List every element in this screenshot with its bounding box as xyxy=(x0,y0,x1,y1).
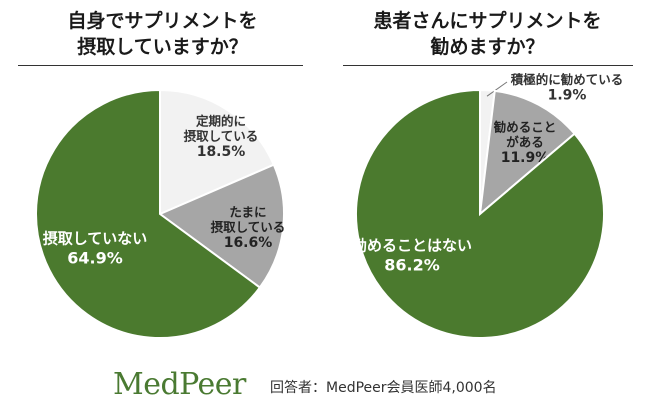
chart-title: 患者さんにサプリメントを 勧めますか？ xyxy=(325,8,650,60)
slice-category-label: 摂取している xyxy=(211,220,286,235)
chart-title-line: 摂取していますか？ xyxy=(77,36,248,58)
chart-title-line: 自身でサプリメントを xyxy=(67,10,258,32)
slice-category-label: 定期的に xyxy=(195,114,246,129)
medpeer-logo: MedPeer xyxy=(113,367,246,402)
slice-value-label: 1.9% xyxy=(548,88,587,104)
chart-title-line: 勧めますか？ xyxy=(430,36,545,58)
pie-chart-self: 定期的に摂取している18.5%たまに摂取している16.6%摂取していない64.9… xyxy=(35,88,286,339)
slice-category-label: 摂取していない xyxy=(43,230,148,248)
slice-value-label: 18.5% xyxy=(197,144,246,160)
pie-slice xyxy=(159,88,276,216)
title-divider xyxy=(343,65,633,66)
slice-value-label: 64.9% xyxy=(67,249,123,268)
slice-category-label: 積極的に勧めている xyxy=(510,72,624,87)
slice-value-label: 86.2% xyxy=(384,256,440,275)
chart-panel-patients: 患者さんにサプリメントを 勧めますか？ 積極的に勧めている 1.9% 勧めること があ… xyxy=(325,0,650,360)
pie-slice xyxy=(158,163,285,289)
chart-title: 自身でサプリメントを 摂取していますか？ xyxy=(0,8,325,60)
slice-category-label: 勧めることはない xyxy=(352,237,472,255)
slice-category-label: がある xyxy=(506,135,544,150)
slice-value-label: 16.6% xyxy=(224,235,273,251)
pie-slice xyxy=(35,88,262,339)
pie-slice xyxy=(355,88,605,339)
chart-panel-self: 自身でサプリメントを 摂取していますか？ 定期的に 摂取している 18.5% たまに摂… xyxy=(0,0,325,360)
leader-line xyxy=(486,81,508,97)
footer: MedPeer 回答者：MedPeer会員医師4,000名 xyxy=(0,365,650,405)
slice-category-label: 摂取している xyxy=(184,129,259,144)
slice-category-label: たまに xyxy=(229,205,266,220)
slice-category-label: 勧めること xyxy=(494,120,557,135)
title-divider xyxy=(18,65,303,66)
slice-value-label: 11.9% xyxy=(501,150,550,166)
chart-title-line: 患者さんにサプリメントを xyxy=(373,10,602,32)
pie-slice xyxy=(478,89,576,217)
respondents-note: 回答者：MedPeer会員医師4,000名 xyxy=(270,380,497,396)
